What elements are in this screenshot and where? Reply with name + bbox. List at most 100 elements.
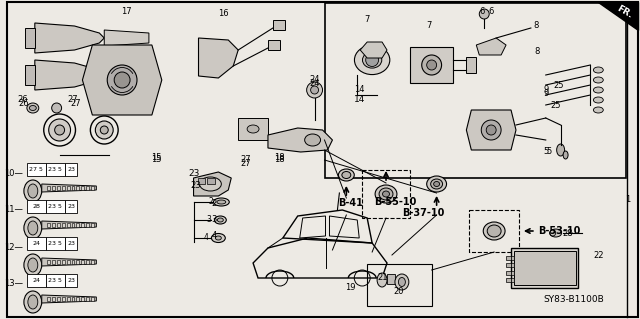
Circle shape	[422, 55, 442, 75]
Text: 8: 8	[533, 20, 538, 29]
Bar	[45, 237, 65, 250]
Ellipse shape	[213, 198, 229, 206]
Bar	[506, 256, 514, 260]
Bar	[72, 223, 74, 227]
Ellipse shape	[483, 222, 505, 240]
Text: 23: 23	[67, 167, 75, 172]
Text: 23 5: 23 5	[48, 167, 62, 172]
Text: 27 5: 27 5	[29, 167, 44, 172]
Text: 28: 28	[563, 228, 573, 238]
Ellipse shape	[377, 273, 387, 287]
Polygon shape	[42, 221, 97, 229]
Bar	[86, 186, 90, 190]
Circle shape	[427, 60, 436, 70]
Ellipse shape	[593, 97, 604, 103]
Text: 9: 9	[543, 85, 548, 94]
Text: 2: 2	[208, 197, 212, 206]
Bar	[198, 178, 205, 184]
Text: 23: 23	[190, 181, 201, 189]
Polygon shape	[104, 30, 149, 46]
Text: 11—: 11—	[4, 205, 23, 214]
Polygon shape	[104, 67, 149, 83]
Bar	[77, 260, 79, 264]
Text: 19: 19	[345, 284, 356, 293]
Text: 22: 22	[593, 251, 604, 261]
Ellipse shape	[305, 134, 321, 146]
Bar	[92, 186, 94, 190]
Ellipse shape	[54, 125, 65, 135]
Bar	[45, 200, 65, 213]
Text: 23: 23	[188, 168, 199, 177]
Ellipse shape	[375, 185, 397, 203]
Ellipse shape	[214, 216, 227, 224]
Bar	[56, 260, 60, 264]
Ellipse shape	[487, 225, 501, 237]
Bar	[56, 223, 60, 227]
Bar	[77, 297, 79, 301]
Ellipse shape	[247, 125, 259, 133]
Bar	[362, 170, 410, 218]
Bar	[65, 274, 77, 287]
Text: 24: 24	[32, 241, 40, 246]
Bar	[81, 223, 84, 227]
Bar	[506, 263, 514, 267]
Text: 3: 3	[206, 216, 211, 225]
Ellipse shape	[24, 180, 42, 202]
Bar	[467, 57, 476, 73]
Text: 15: 15	[150, 152, 161, 161]
Text: 23: 23	[67, 241, 75, 246]
Bar	[77, 186, 79, 190]
Text: 27: 27	[241, 155, 252, 165]
Bar	[207, 178, 216, 184]
Bar	[92, 260, 94, 264]
Text: 14: 14	[353, 95, 365, 105]
Polygon shape	[476, 38, 506, 55]
Text: 6: 6	[488, 6, 494, 16]
Bar	[47, 186, 50, 190]
Bar	[81, 260, 84, 264]
Bar	[47, 297, 50, 301]
Bar	[81, 297, 84, 301]
Polygon shape	[83, 45, 162, 115]
Text: 4: 4	[204, 234, 209, 242]
Ellipse shape	[593, 107, 604, 113]
Text: B-37-10: B-37-10	[402, 208, 444, 218]
Text: 25: 25	[550, 100, 561, 109]
Bar	[61, 260, 65, 264]
Ellipse shape	[339, 169, 355, 181]
Bar	[25, 65, 35, 85]
Bar	[77, 223, 79, 227]
Text: 23: 23	[67, 204, 75, 209]
Circle shape	[310, 86, 319, 94]
Ellipse shape	[557, 144, 564, 156]
Bar	[52, 260, 54, 264]
Ellipse shape	[24, 254, 42, 276]
Bar	[469, 210, 519, 252]
Bar	[238, 118, 268, 140]
Bar	[410, 47, 454, 83]
Ellipse shape	[218, 218, 223, 222]
Ellipse shape	[29, 106, 36, 110]
Circle shape	[307, 82, 323, 98]
Bar	[47, 260, 50, 264]
Text: 23 5: 23 5	[48, 204, 62, 209]
Bar	[72, 260, 74, 264]
Circle shape	[52, 103, 61, 113]
Bar	[45, 274, 65, 287]
Text: B-41: B-41	[339, 198, 364, 208]
Text: 5: 5	[546, 147, 551, 157]
Polygon shape	[35, 23, 104, 53]
Bar	[92, 223, 94, 227]
Ellipse shape	[593, 77, 604, 83]
Bar	[67, 223, 70, 227]
Text: 1: 1	[625, 196, 630, 204]
Text: 7: 7	[426, 20, 431, 29]
Bar	[86, 260, 90, 264]
Ellipse shape	[28, 295, 38, 309]
Text: 23 5: 23 5	[48, 241, 62, 246]
Text: 27: 27	[241, 159, 252, 167]
Circle shape	[114, 72, 130, 88]
Ellipse shape	[28, 221, 38, 235]
Polygon shape	[193, 172, 231, 196]
Text: 7: 7	[365, 16, 370, 25]
